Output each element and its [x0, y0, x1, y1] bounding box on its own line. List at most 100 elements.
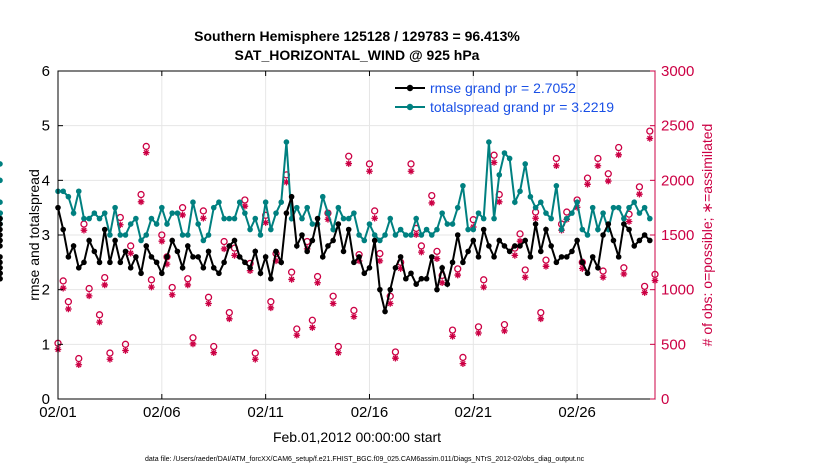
totalspread-point — [325, 210, 331, 216]
rmse-point — [278, 259, 285, 266]
obs-assimilated-marker — [231, 252, 238, 259]
rmse-point — [486, 243, 492, 249]
y-left-tick-label: 3 — [42, 227, 50, 244]
obs-assimilated-marker — [137, 198, 145, 206]
rmse-point — [418, 275, 425, 282]
totalspread-series — [0, 139, 653, 244]
rmse-point — [626, 226, 632, 233]
obs-assimilated-marker — [604, 177, 612, 185]
y-left-tick-label: 4 — [42, 172, 50, 189]
obs-possible-marker — [59, 277, 67, 285]
totalspread-point — [522, 161, 529, 167]
obs-assimilated-marker — [96, 318, 103, 326]
obs-assimilated-marker — [521, 273, 529, 281]
obs-possible-marker — [480, 276, 488, 284]
rmse-point — [382, 308, 388, 315]
totalspread-point — [153, 221, 160, 227]
obs-assimilated-marker — [246, 267, 254, 275]
totalspread-point — [501, 150, 508, 156]
totalspread-point — [138, 237, 144, 244]
rmse-point — [122, 248, 129, 255]
rmse-point — [351, 259, 357, 266]
rmse-point — [569, 248, 575, 255]
totalspread-point — [626, 204, 632, 211]
rmse-point — [96, 259, 103, 266]
obs-assimilated-marker — [516, 237, 524, 245]
totalspread-point — [127, 221, 134, 227]
rmse-point — [330, 237, 336, 244]
obs-possible-marker — [428, 191, 436, 200]
rmse-point — [605, 221, 612, 227]
totalspread-point — [537, 199, 544, 205]
totalspread-point — [413, 215, 420, 222]
rmse-point — [309, 237, 316, 244]
y-axis-left: 0 1 2 3 4 5 6 — [42, 63, 63, 408]
totalspread-point — [299, 215, 305, 222]
obs-assimilated-marker — [179, 211, 186, 219]
totalspread-point — [262, 199, 269, 205]
obs-assimilated-marker — [226, 315, 233, 323]
rmse-point — [231, 237, 238, 244]
obs-assimilated-marker — [272, 257, 280, 265]
obs-assimilated-marker — [459, 360, 467, 367]
rmse-point — [205, 248, 212, 255]
rmse-point — [0, 259, 3, 266]
obs-assimilated-marker — [85, 292, 93, 300]
totalspread-point — [319, 193, 326, 200]
totalspread-point — [242, 210, 248, 216]
legend-rmse-label: rmse grand pr = 2.7052 — [430, 80, 576, 96]
totalspread-point — [569, 210, 575, 216]
rmse-point — [537, 248, 544, 255]
totalspread-point — [563, 215, 570, 222]
y-left-tick-label: 2 — [42, 282, 50, 299]
obs-assimilated-marker — [579, 265, 586, 272]
totalspread-point — [460, 183, 466, 189]
totalspread-point — [356, 232, 362, 238]
totalspread-point — [231, 215, 238, 222]
rmse-point — [558, 254, 565, 260]
obs-possible-marker — [329, 292, 337, 300]
rmse-point — [70, 243, 77, 249]
x-axis: 02/01 02/06 02/11 02/16 02/21 02/26 — [39, 71, 596, 421]
rmse-point — [304, 248, 310, 255]
rmse-point — [496, 237, 503, 244]
totalspread-point — [465, 226, 471, 233]
totalspread-point — [112, 204, 118, 211]
totalspread-point — [491, 215, 497, 222]
totalspread-point — [428, 232, 435, 238]
y-left-tick-label: 0 — [42, 391, 50, 408]
rmse-point — [517, 243, 523, 249]
x-axis-label: Feb.01,2012 00:00:00 start — [273, 429, 441, 445]
obs-possible-marker — [635, 183, 644, 191]
rmse-point — [631, 243, 638, 249]
obs-assimilated-marker — [625, 218, 633, 225]
obs-possible-marker — [168, 283, 176, 292]
totalspread-point — [268, 226, 274, 233]
rmse-point — [340, 248, 347, 255]
y-left-tick-label: 1 — [42, 336, 50, 353]
rmse-point — [325, 243, 331, 249]
totalspread-point — [631, 199, 638, 205]
rmse-point — [81, 259, 87, 266]
obs-assimilated-marker — [309, 324, 316, 331]
rmse-point — [460, 259, 466, 266]
rmse-point — [641, 232, 648, 238]
totalspread-point — [548, 215, 554, 222]
totalspread-point — [595, 226, 601, 233]
y-left-tick-label: 6 — [42, 63, 50, 80]
obs-assimilated-marker — [490, 159, 498, 166]
legend-rmse-marker — [406, 84, 414, 92]
rmse-point — [434, 286, 440, 293]
rmse-point — [615, 254, 622, 260]
rmse-point — [319, 254, 326, 260]
totalspread-point — [532, 204, 539, 211]
rmse-point — [65, 254, 72, 260]
obs-assimilated-marker — [350, 313, 358, 320]
totalspread-point — [408, 232, 414, 238]
rmse-point — [216, 270, 222, 277]
obs-assimilated-marker — [636, 190, 643, 198]
totalspread-point — [107, 232, 113, 238]
totalspread-point — [75, 188, 82, 195]
totalspread-point — [133, 215, 139, 222]
rmse-point — [475, 254, 482, 260]
